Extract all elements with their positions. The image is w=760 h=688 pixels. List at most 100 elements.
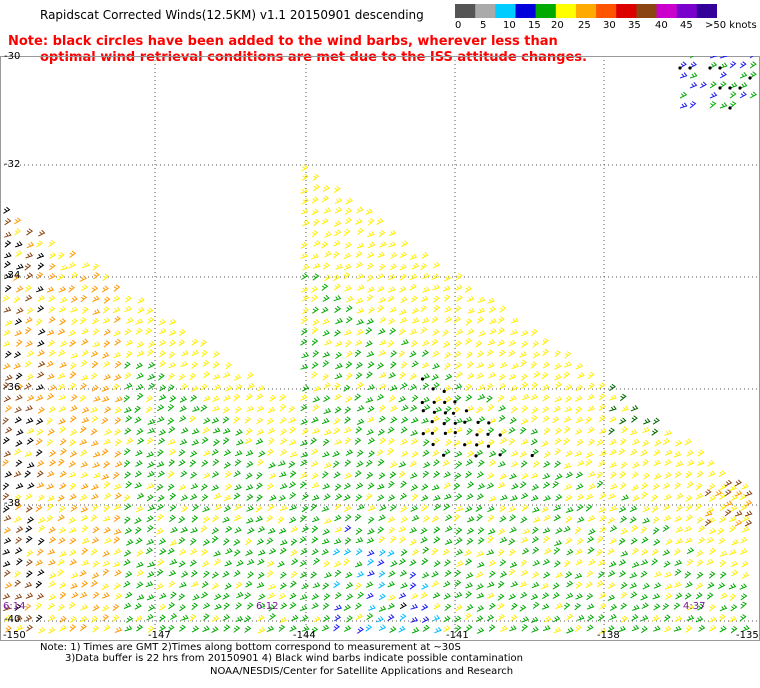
wind-barb — [203, 417, 211, 425]
wind-barb — [399, 273, 407, 281]
wind-barb — [442, 459, 450, 467]
wind-barb — [80, 623, 87, 632]
wind-barb — [58, 405, 67, 412]
legend-color-swatch — [575, 4, 597, 18]
legend-color-swatch — [515, 4, 537, 18]
wind-barb — [244, 592, 252, 600]
wind-barb — [664, 493, 672, 501]
wind-barb — [333, 417, 341, 425]
wind-barb — [137, 306, 145, 314]
wind-barb — [60, 447, 67, 456]
wind-barb — [158, 437, 166, 445]
wind-barb — [642, 582, 650, 590]
wind-barb — [653, 538, 661, 546]
wind-barb — [58, 505, 66, 513]
wind-barb — [554, 362, 562, 370]
wind-barb — [324, 462, 332, 469]
wind-barb — [432, 329, 440, 336]
wind-barb — [244, 538, 252, 546]
wind-barb — [709, 81, 717, 89]
wind-barb — [367, 416, 375, 423]
wind-barb — [620, 528, 628, 535]
wind-barb — [686, 558, 694, 566]
wind-barb — [475, 504, 483, 512]
wind-barb — [399, 371, 406, 380]
wind-barb — [79, 494, 88, 501]
wind-barb — [422, 382, 430, 390]
wind-barb — [421, 349, 429, 357]
wind-barb — [3, 395, 12, 403]
wind-barb — [356, 206, 364, 214]
wind-barb — [3, 362, 11, 370]
wind-barb — [202, 625, 210, 632]
wind-barb — [79, 275, 87, 282]
wind-barb — [620, 602, 628, 610]
wind-barb — [596, 471, 604, 479]
wind-barb — [223, 449, 232, 456]
wind-barb — [46, 329, 55, 336]
wind-barb — [663, 514, 672, 522]
wind-barb — [564, 361, 572, 368]
wind-barb — [115, 438, 122, 447]
footer-note-line-2: 3)Data buffer is 22 hrs from 20150901 4)… — [65, 653, 523, 664]
wind-barb — [101, 417, 109, 425]
wind-barb — [432, 614, 441, 622]
wind-barb — [531, 626, 539, 633]
wind-barb — [310, 571, 318, 579]
wind-barb — [664, 583, 673, 590]
wind-barb — [211, 615, 220, 622]
wind-barb — [24, 382, 32, 390]
wind-barb — [476, 605, 485, 612]
wind-barb — [486, 383, 494, 391]
wind-barb — [454, 350, 462, 359]
wind-barb — [477, 483, 486, 490]
wind-barb — [520, 340, 529, 348]
wind-barb — [744, 519, 753, 527]
wind-barb — [332, 274, 341, 282]
wind-barb — [16, 526, 24, 533]
wind-barb — [390, 405, 398, 412]
wind-barb — [203, 449, 211, 457]
wind-barb — [511, 602, 518, 611]
wind-barb — [279, 582, 287, 590]
wind-barb — [26, 549, 34, 557]
wind-barb — [354, 393, 362, 401]
wind-barb — [463, 416, 473, 424]
wind-barb — [333, 624, 340, 632]
wind-barb — [157, 449, 164, 457]
wind-barb — [695, 503, 703, 511]
wind-barb — [180, 350, 189, 357]
footer-note-line-1: Note: 1) Times are GMT 2)Times along bot… — [40, 642, 461, 653]
wind-barb — [564, 483, 572, 491]
wind-barb — [300, 338, 308, 346]
wind-barb — [366, 262, 374, 270]
wind-barb — [508, 593, 516, 600]
wind-barb — [26, 394, 35, 402]
wind-barb — [47, 548, 56, 555]
wind-barb — [113, 351, 121, 359]
wind-barb — [588, 558, 596, 566]
wind-barb — [663, 614, 671, 622]
wind-barb — [46, 514, 54, 523]
wind-barb — [180, 494, 189, 502]
wind-barb — [269, 494, 277, 501]
wind-barb — [466, 537, 474, 545]
wind-barb — [91, 536, 100, 544]
wind-barb — [409, 383, 417, 391]
wind-barb — [477, 561, 485, 568]
wind-barb — [355, 250, 363, 258]
wind-barb — [335, 317, 343, 325]
wind-barb — [234, 383, 243, 391]
wind-barb — [311, 536, 319, 544]
wind-barb — [201, 581, 209, 589]
wind-barb — [13, 515, 22, 523]
wind-barb — [586, 570, 594, 578]
wind-barb — [378, 349, 386, 356]
wind-barb — [323, 593, 331, 601]
wind-barb — [410, 340, 418, 348]
wind-barb — [388, 317, 396, 325]
wind-barb — [444, 493, 452, 500]
wind-barb — [256, 494, 263, 502]
wind-barb — [222, 371, 231, 378]
wind-barb — [4, 614, 12, 622]
